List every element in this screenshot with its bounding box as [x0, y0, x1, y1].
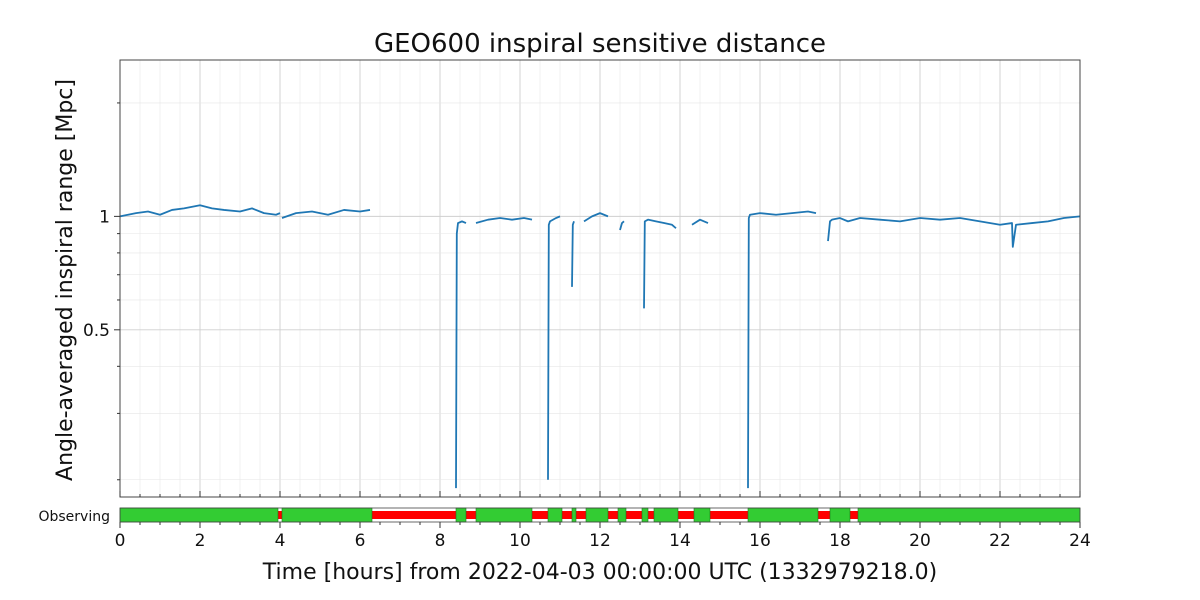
series-line-segment	[583, 212, 609, 223]
series-line-segment	[119, 204, 281, 218]
series-line-segment	[281, 209, 371, 219]
series-line-segment	[643, 218, 677, 309]
x-tick-label: 24	[1069, 531, 1091, 551]
y-tick-label: 0.5	[83, 321, 110, 341]
x-tick-label: 4	[275, 531, 286, 551]
segment-on-block	[747, 507, 819, 523]
x-tick-label: 14	[669, 531, 691, 551]
series-line-segment	[619, 220, 625, 231]
x-axis-ticks: 0 2 4 6 8 10 12 14 16 18 20 22 24	[115, 491, 1091, 551]
y-axis-label: Angle-averaged inspiral range [Mpc]	[53, 79, 78, 481]
series-line-segment	[571, 221, 575, 287]
x-tick-label: 18	[829, 531, 851, 551]
series-line-segment	[455, 220, 467, 489]
segment-on-block	[547, 507, 563, 523]
segment-on-block	[119, 507, 279, 523]
series-line-segment	[827, 215, 1081, 248]
segment-on-block	[617, 507, 627, 523]
segment-on-block	[857, 507, 1081, 523]
y-axis-ticks: 0.51	[83, 102, 120, 481]
series-line-segment	[475, 217, 533, 224]
segment-on-block	[475, 507, 533, 523]
x-tick-label: 22	[989, 531, 1011, 551]
x-tick-label: 10	[509, 531, 531, 551]
x-tick-label: 12	[589, 531, 611, 551]
series-line-segment	[547, 215, 561, 480]
x-tick-label: 20	[909, 531, 931, 551]
grid-layer	[119, 60, 1081, 497]
observing-segment-bar	[119, 507, 1081, 523]
x-tick-label: 8	[435, 531, 446, 551]
x-tick-label: 16	[749, 531, 771, 551]
segment-on-block	[693, 507, 711, 523]
segment-on-block	[829, 507, 851, 523]
x-tick-label: 2	[195, 531, 206, 551]
series-layer	[119, 204, 1081, 489]
series-line-segment	[691, 218, 709, 226]
segment-on-block	[571, 507, 577, 523]
segment-on-block	[585, 507, 609, 523]
chart-title: GEO600 inspiral sensitive distance	[374, 29, 826, 59]
series-line-segment	[747, 210, 817, 489]
x-tick-label: 0	[115, 531, 126, 551]
x-axis-label: Time [hours] from 2022-04-03 00:00:00 UT…	[262, 560, 937, 585]
segment-on-block	[281, 507, 373, 523]
y-tick-label: 1	[99, 207, 110, 227]
x-tick-label: 6	[355, 531, 366, 551]
segment-on-block	[653, 507, 679, 523]
segment-on-block	[641, 507, 649, 523]
segment-on-block	[455, 507, 467, 523]
segment-bar-label: Observing	[38, 509, 110, 525]
